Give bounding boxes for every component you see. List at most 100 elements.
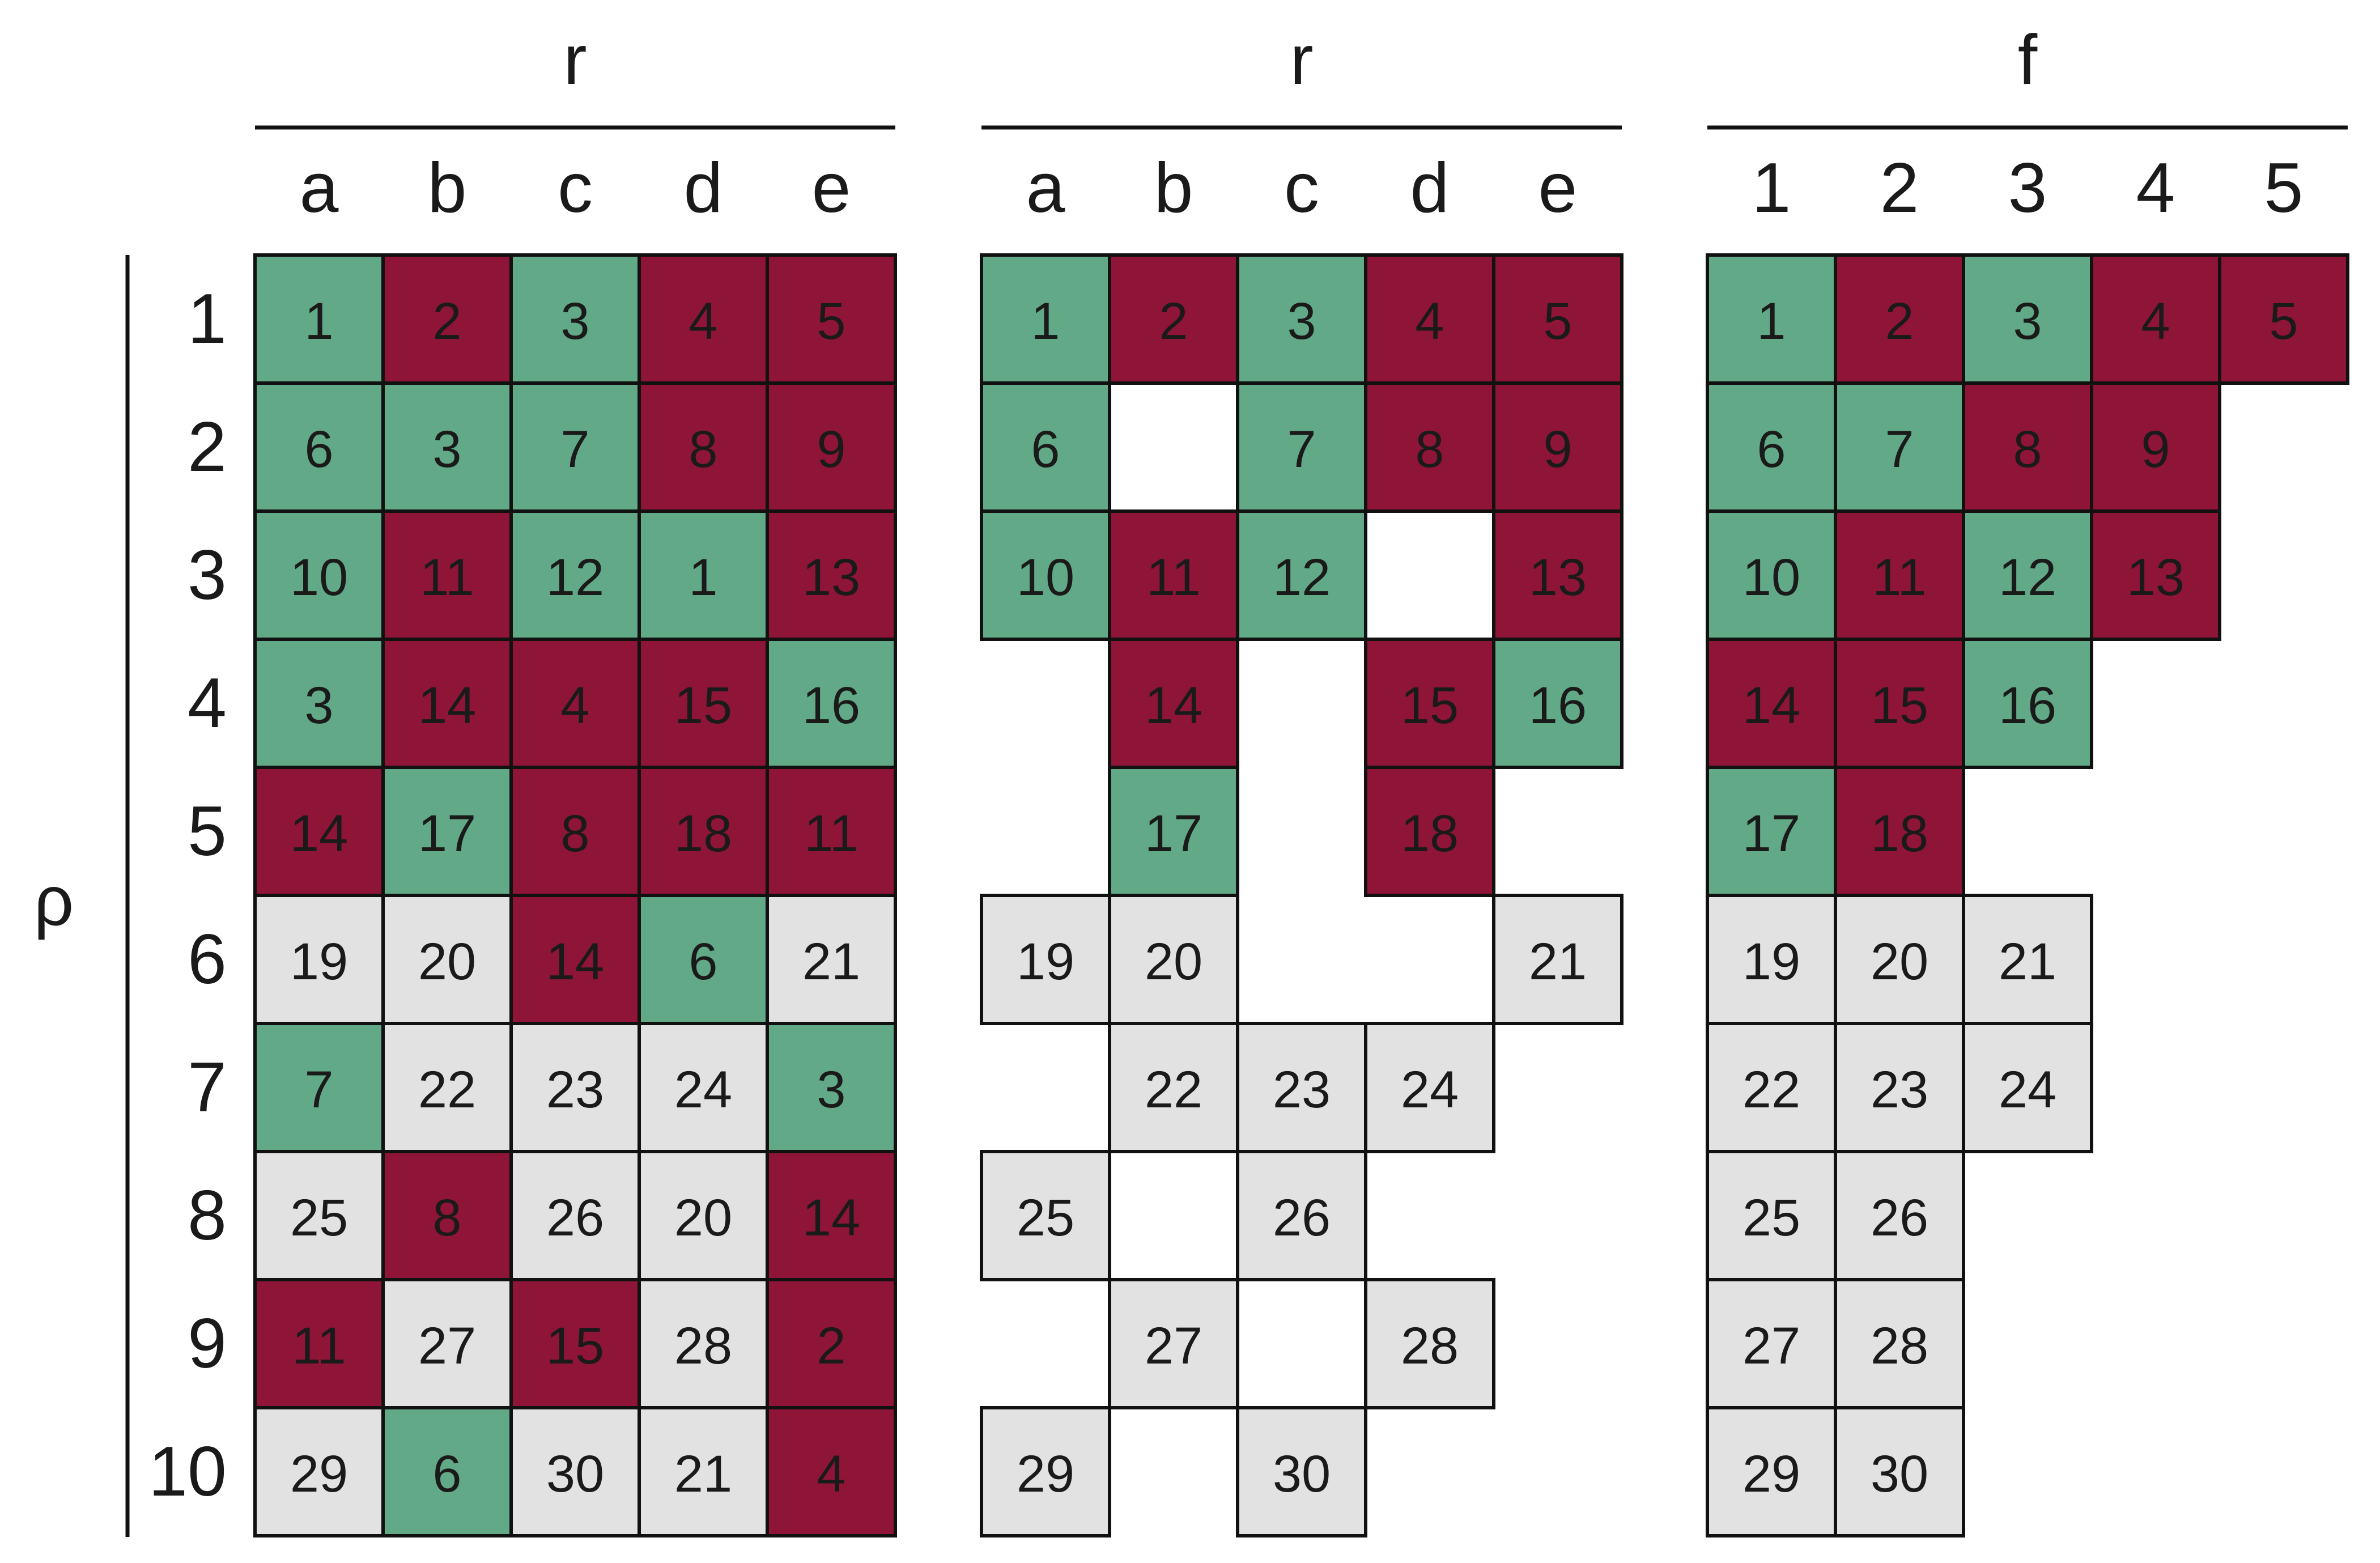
tableau-cell: 14 <box>381 638 513 769</box>
tableau-cell: 25 <box>253 1150 385 1281</box>
tableau-cell: 1 <box>1706 253 1837 385</box>
tableau-cell: 4 <box>2090 253 2221 385</box>
tableau-cell: 29 <box>253 1406 385 1537</box>
tableau-cell: 11 <box>1108 509 1239 641</box>
cell-value: 2 <box>432 292 461 350</box>
cell-value: 2 <box>1159 292 1188 350</box>
tableau-cell: 3 <box>253 638 385 769</box>
cell-value: 1 <box>688 549 717 606</box>
cell-value: 6 <box>304 421 333 478</box>
cell-value: 30 <box>546 1445 604 1503</box>
cell-value: 16 <box>802 677 860 734</box>
cell-value: 6 <box>1757 421 1786 478</box>
column-label-2: 2 <box>1880 149 1919 227</box>
cell-box <box>1962 381 2093 513</box>
tableau-cell: 10 <box>253 509 385 641</box>
cell-value: 20 <box>1871 933 1928 991</box>
tableau-cell: 7 <box>1834 381 1965 513</box>
cell-value: 5 <box>2269 292 2298 350</box>
tableau-cell: 24 <box>1962 1022 2093 1153</box>
cell-value: 29 <box>1017 1445 1074 1503</box>
tableau-cell: 8 <box>1962 381 2093 513</box>
cell-box <box>1364 1022 1495 1153</box>
panel-title: f <box>2018 21 2038 99</box>
cell-box <box>1236 1022 1367 1153</box>
cell-value: 13 <box>802 549 860 606</box>
cell-value: 26 <box>1273 1189 1331 1247</box>
cell-box <box>1492 509 1624 641</box>
tableau-cell: 20 <box>1834 894 1965 1025</box>
tableau-cell: 6 <box>253 381 385 513</box>
cell-value: 14 <box>1742 677 1800 734</box>
cell-value: 24 <box>1999 1061 2056 1119</box>
cell-box <box>980 253 1111 385</box>
cell-value: 15 <box>1401 677 1459 734</box>
tableau-cell: 12 <box>1236 509 1367 641</box>
tableau-cell: 7 <box>253 1022 385 1153</box>
cell-value: 28 <box>1401 1317 1459 1375</box>
tableau-cell: 10 <box>1706 509 1837 641</box>
cell-value: 10 <box>1742 549 1800 606</box>
row-label-5: 5 <box>188 792 227 870</box>
cell-box <box>1492 638 1624 769</box>
cell-box <box>766 638 897 769</box>
panel-title: r <box>563 21 586 99</box>
cell-box <box>1236 509 1367 641</box>
tableau-cell: 3 <box>1236 253 1367 385</box>
cell-box <box>381 509 513 641</box>
column-label-e: e <box>812 149 851 227</box>
tableau-cell: 16 <box>1962 638 2093 769</box>
cell-box <box>766 1022 897 1153</box>
cell-box <box>381 381 513 513</box>
cell-value: 20 <box>418 933 476 991</box>
tableau-cell: 8 <box>638 381 769 513</box>
row-label-3: 3 <box>188 536 227 614</box>
cell-value: 18 <box>674 805 732 863</box>
cell-box <box>1236 1150 1367 1281</box>
cell-value: 27 <box>1742 1317 1800 1375</box>
tableau-cell: 2 <box>1834 253 1965 385</box>
column-label-5: 5 <box>2264 149 2304 227</box>
tableau-cell: 12 <box>509 509 641 641</box>
cell-box <box>1492 894 1624 1025</box>
cell-box <box>1108 381 1239 513</box>
cell-value: 18 <box>1871 805 1928 863</box>
tableau-cell: 30 <box>509 1406 641 1537</box>
tableau-cell: 2 <box>766 1278 897 1409</box>
row-label-7: 7 <box>188 1048 227 1127</box>
cell-box <box>1706 1022 1837 1153</box>
cell-value: 14 <box>802 1189 860 1247</box>
tableau-cell: 14 <box>253 766 385 897</box>
cell-box <box>1364 638 1495 769</box>
cell-box <box>509 1150 641 1281</box>
cell-value: 11 <box>420 549 474 606</box>
cell-box <box>1962 253 2093 385</box>
tableau-cell: 5 <box>766 253 897 385</box>
cell-value: 8 <box>1415 421 1444 478</box>
column-label-d: d <box>684 149 723 227</box>
cell-box <box>638 1278 769 1409</box>
tableau-cell: 6 <box>638 894 769 1025</box>
tableau-cell: 6 <box>381 1406 513 1537</box>
cell-value: 6 <box>1031 421 1060 478</box>
tableau-cell: 28 <box>1834 1278 1965 1409</box>
cell-box <box>1364 1278 1495 1409</box>
cell-box <box>1236 1406 1367 1537</box>
panel-title: r <box>1290 21 1313 99</box>
tableau-cell: 17 <box>1108 766 1239 897</box>
tableau-cell: 11 <box>766 766 897 897</box>
cell-box <box>253 766 385 897</box>
cell-value: 14 <box>1145 677 1202 734</box>
column-label-b: b <box>428 149 467 227</box>
tableau-cell: 11 <box>1834 509 1965 641</box>
tableau-cell: 3 <box>509 253 641 385</box>
cell-box <box>1962 509 2093 641</box>
cell-box <box>253 381 385 513</box>
column-label-d: d <box>1410 149 1450 227</box>
cell-value: 23 <box>1273 1061 1331 1119</box>
cell-value: 21 <box>802 933 860 991</box>
cell-box <box>766 1406 897 1537</box>
cell-value: 27 <box>1145 1317 1202 1375</box>
cell-value: 5 <box>1543 292 1572 350</box>
